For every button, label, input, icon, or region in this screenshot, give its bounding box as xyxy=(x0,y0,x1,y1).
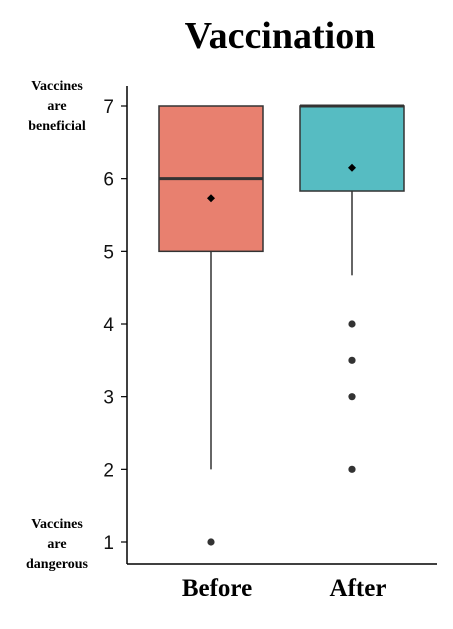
y-annotations: Vaccines are beneficial Vaccines are dan… xyxy=(26,79,89,572)
box-before xyxy=(158,105,264,546)
outlier-point xyxy=(348,356,356,364)
chart-title: Vaccination xyxy=(185,15,376,57)
top-anno-line-1: Vaccines xyxy=(31,79,83,94)
y-tick-label: 4 xyxy=(103,315,114,336)
y-tick-label: 2 xyxy=(103,460,114,481)
mean-marker xyxy=(348,163,356,172)
outlier-point xyxy=(348,465,356,473)
top-anno-line-3: beneficial xyxy=(28,119,86,134)
x-category-label: Before xyxy=(182,575,252,602)
outlier-point xyxy=(348,393,356,401)
y-tick-label: 7 xyxy=(103,97,114,118)
top-anno-line-2: are xyxy=(47,99,66,114)
y-tick-label: 5 xyxy=(103,242,114,263)
boxes xyxy=(158,104,405,546)
bottom-anno-line-2: are xyxy=(47,537,66,552)
box-after xyxy=(299,104,405,473)
y-ticks: 1 2 3 4 5 6 7 xyxy=(103,97,127,554)
outlier-point xyxy=(207,538,215,546)
y-tick-label: 1 xyxy=(103,533,114,554)
x-category-label: After xyxy=(330,575,387,602)
outlier-point xyxy=(348,320,356,328)
x-labels: Before After xyxy=(182,575,387,602)
y-tick-label: 3 xyxy=(103,388,114,409)
axes xyxy=(126,86,437,565)
iqr-box xyxy=(299,105,405,192)
bottom-anno-line-3: dangerous xyxy=(26,557,89,572)
mean-marker xyxy=(207,194,215,203)
bottom-anno-line-1: Vaccines xyxy=(31,517,83,532)
y-tick-label: 6 xyxy=(103,170,114,191)
